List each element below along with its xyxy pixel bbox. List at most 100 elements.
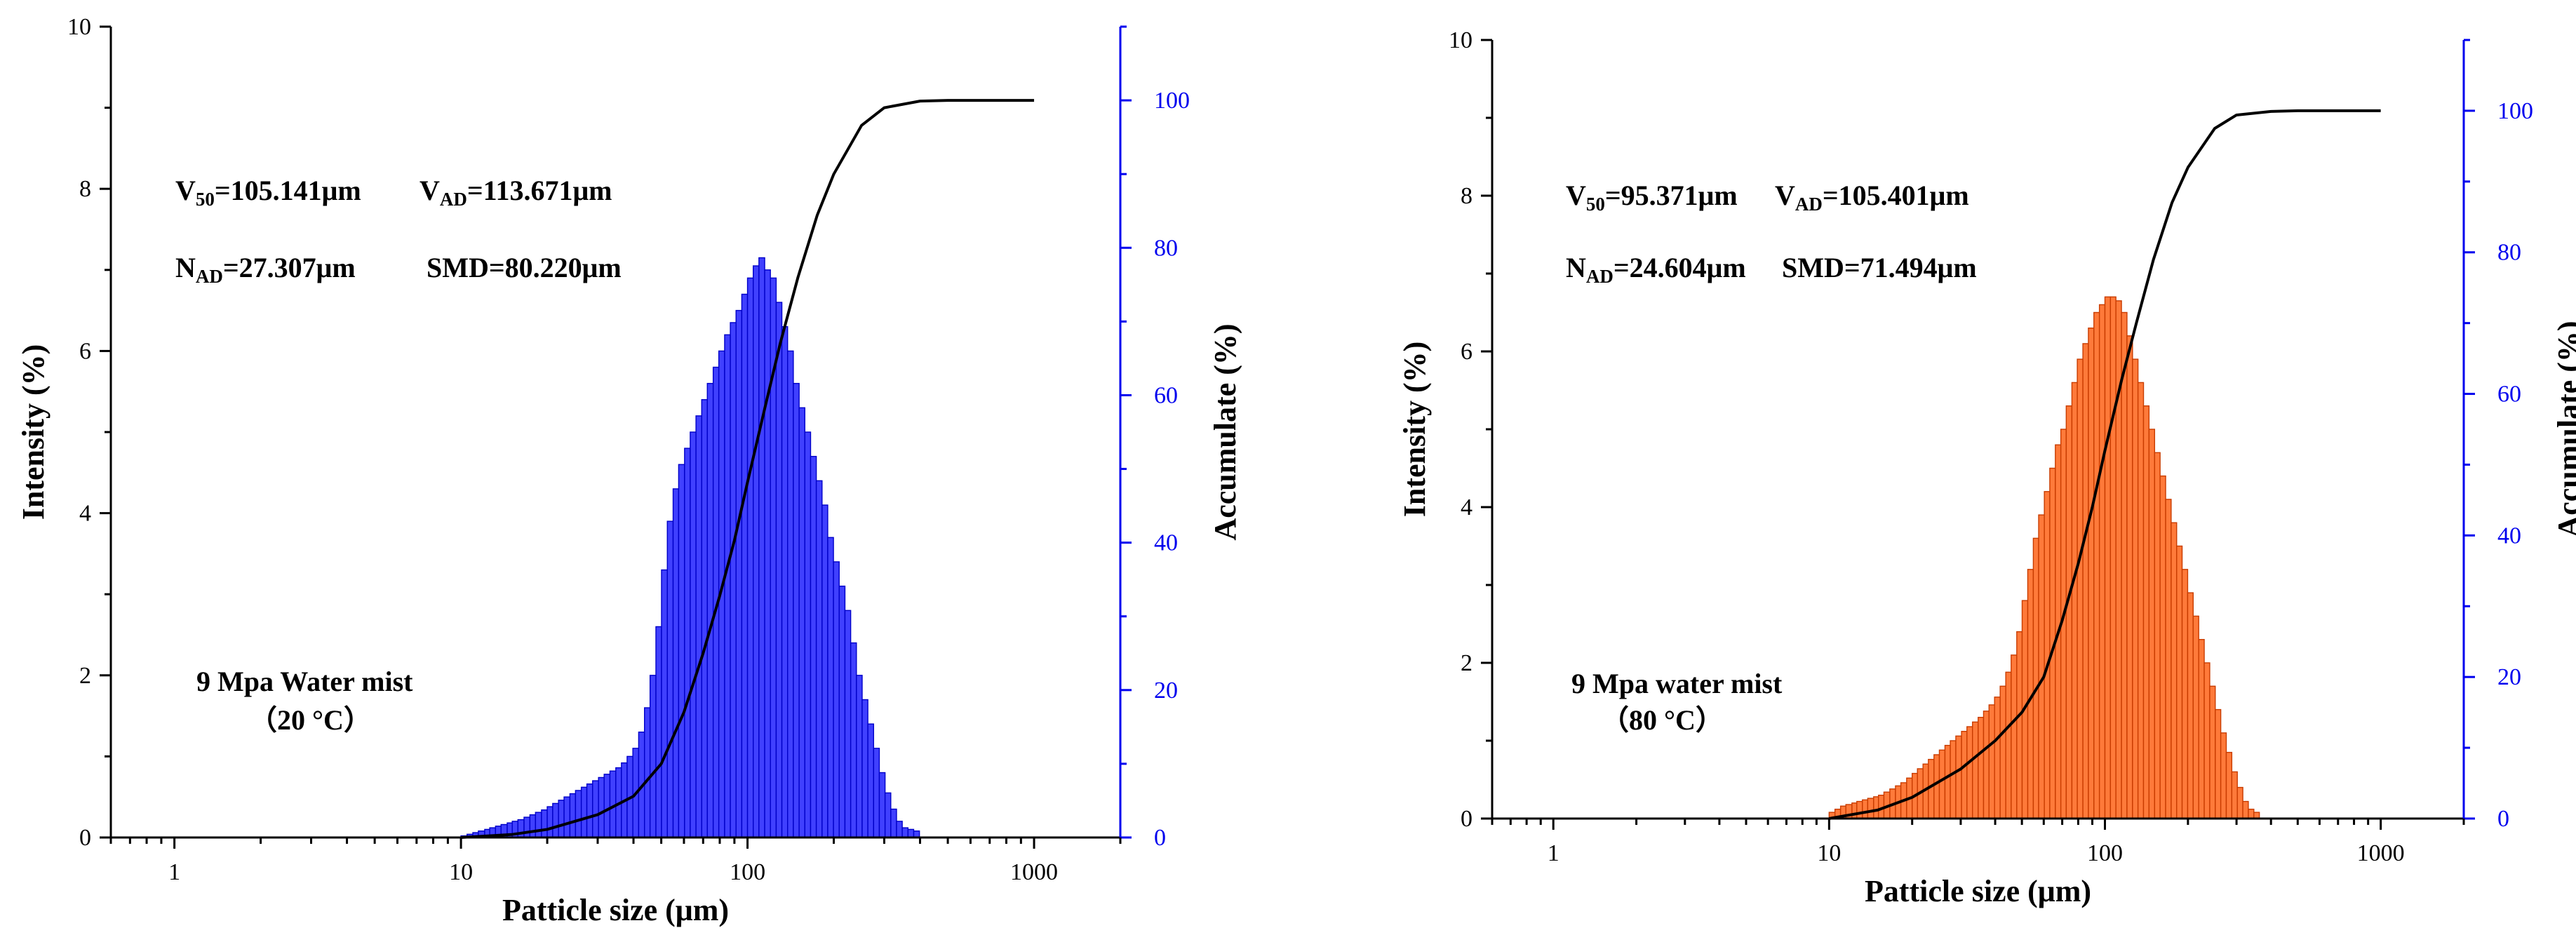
x-tick-label: 1 (1548, 840, 1559, 866)
y2-tick-label: 0 (2497, 806, 2509, 832)
histogram-bar (758, 257, 765, 838)
annotations: V50=95.371μm VAD=105.401μm NAD=24.604μm … (1566, 180, 1977, 736)
histogram-bar (2187, 592, 2194, 819)
histogram-bar (661, 569, 668, 838)
histogram-bar (2209, 685, 2216, 819)
histogram-bar (810, 455, 817, 838)
y2-axis-title: Accumulate (%) (2551, 321, 2576, 537)
histogram-bar (753, 265, 760, 838)
x-tick-label: 1000 (2357, 840, 2405, 866)
histogram-bar (2165, 499, 2172, 819)
histogram-bar (1867, 798, 1874, 819)
histogram-bar (701, 399, 708, 838)
histogram-bar (2082, 343, 2089, 819)
y2-tick-label: 40 (2497, 523, 2521, 549)
y2-tick-label: 20 (1154, 678, 1178, 704)
histogram-bar (2236, 786, 2243, 819)
histogram-bar (867, 723, 874, 838)
histogram-bar (2104, 296, 2112, 819)
histogram-bar (730, 322, 737, 838)
histogram-bar (1862, 799, 1869, 819)
y-axis-title: Intensity (%) (16, 344, 51, 520)
histogram-bar (786, 350, 794, 838)
histogram-bar (586, 783, 593, 838)
histogram-bar (2231, 771, 2238, 819)
histogram-bar (873, 748, 880, 838)
histogram-bar (821, 504, 829, 838)
histogram-bar (2220, 732, 2227, 819)
histogram-bar (724, 334, 731, 838)
y2-tick-label: 100 (1154, 88, 1190, 114)
histogram-bar (2148, 429, 2156, 819)
v50-annotation: V50=95.371μm (1566, 180, 1738, 215)
histogram-bar (2142, 405, 2150, 819)
histogram-bar (552, 802, 559, 838)
histogram-bar (690, 431, 697, 838)
histogram-bar (2098, 304, 2106, 819)
histogram-bar (746, 277, 754, 838)
histogram-bar (2132, 358, 2139, 819)
y2-tick-label: 80 (1154, 235, 1178, 261)
histogram-bar (735, 309, 743, 838)
histogram-bar (827, 537, 834, 838)
histogram-bar (684, 448, 691, 838)
histogram-bar (563, 796, 571, 838)
histogram-bar (2159, 475, 2166, 819)
histogram-bar (2171, 522, 2178, 819)
y-tick-label: 0 (1461, 806, 1473, 832)
v50-annotation: V50=105.141μm (175, 175, 361, 210)
y-tick-label: 6 (79, 338, 91, 364)
x-tick-label: 1000 (1010, 859, 1058, 885)
y2-axis-title: Accumulate (%) (1208, 323, 1242, 540)
histogram-bar (672, 488, 680, 838)
histogram-bar (793, 382, 800, 838)
y-tick-label: 4 (79, 501, 91, 527)
histogram-bar (2038, 514, 2045, 819)
histogram-bar (541, 809, 548, 838)
smd-annotation: SMD=71.494μm (1782, 252, 1977, 283)
histogram-bar (856, 675, 863, 838)
histogram-bar (592, 780, 599, 838)
x-tick-label: 1 (168, 859, 180, 885)
histogram-bar (764, 269, 771, 838)
histogram-bar (558, 800, 565, 838)
histogram-bar (2242, 800, 2249, 819)
histogram-bar (815, 480, 823, 838)
y-tick-label: 2 (1461, 650, 1473, 676)
histogram-bar (2088, 328, 2095, 819)
histogram-bar (2154, 452, 2161, 819)
histogram-bar (1873, 796, 1879, 819)
histogram-bar (890, 808, 897, 838)
histogram-bar (1944, 744, 1951, 819)
histogram-bar (838, 585, 846, 838)
y-axis-title: Intensity (%) (1397, 342, 1432, 518)
histogram-bar (706, 382, 714, 838)
x-axis-title: Patticle size (μm) (502, 893, 729, 927)
histogram-bar (535, 812, 542, 838)
smd-annotation: SMD=80.220μm (427, 252, 622, 283)
y2-tick-label: 80 (2497, 240, 2521, 266)
y-tick-label: 8 (79, 176, 91, 202)
histogram-bar (2137, 382, 2145, 819)
histogram-bar (861, 699, 868, 838)
y2-tick-label: 40 (1154, 530, 1178, 556)
histogram-bar (649, 675, 657, 838)
histogram-bar (2203, 662, 2211, 819)
cumulative-curve (460, 99, 1035, 839)
y2-tick-label: 0 (1154, 825, 1166, 851)
y-tick-label: 10 (1449, 27, 1473, 53)
histogram-bar (2032, 537, 2039, 819)
histogram-bar (1999, 685, 2006, 819)
histogram-bar (798, 407, 805, 838)
histogram-bar (2248, 808, 2255, 819)
histogram-bar (2044, 491, 2051, 819)
histogram-bar (546, 806, 554, 838)
annotations: V50=105.141μm VAD=113.671μm NAD=27.307μm… (175, 175, 622, 736)
y2-tick-label: 60 (2497, 382, 2521, 408)
histogram-bar (695, 415, 702, 838)
condition-label: 9 Mpa water mist (1571, 668, 1783, 699)
histogram-bar (2016, 631, 2023, 819)
histogram-bar (907, 828, 915, 838)
